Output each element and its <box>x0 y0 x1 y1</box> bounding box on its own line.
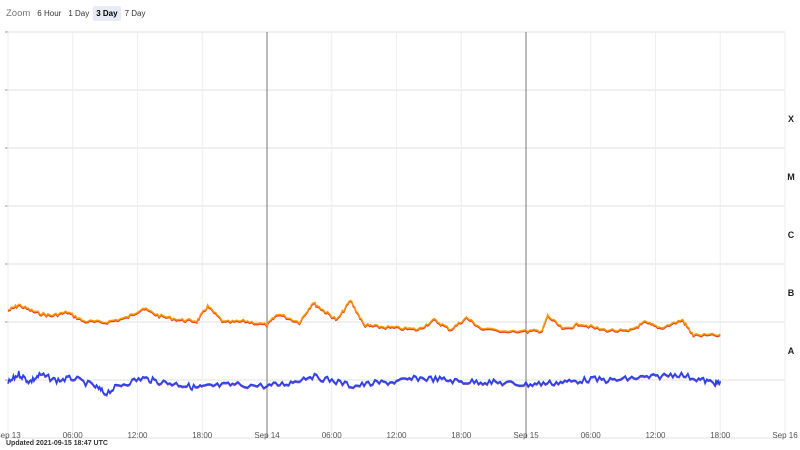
updated-timestamp: Updated 2021-09-15 18:47 UTC <box>6 440 108 447</box>
series-line-secondary <box>7 300 721 338</box>
flare-class-label: C <box>788 230 795 240</box>
series-line <box>7 370 721 396</box>
series-line <box>7 299 721 337</box>
x-tick-label: Sep 16 <box>772 431 798 440</box>
zoom-bar: Zoom 6 Hour 1 Day 3 Day 7 Day <box>6 4 149 22</box>
zoom-label: Zoom <box>6 7 31 19</box>
flare-class-label: A <box>788 346 795 356</box>
x-tick-label: 12:00 <box>386 431 407 440</box>
zoom-6-hour-button[interactable]: 6 Hour <box>37 8 62 18</box>
x-tick-label: Sep 14 <box>254 431 280 440</box>
x-tick-label: 06:00 <box>322 431 343 440</box>
zoom-3-day-button[interactable]: 3 Day <box>93 5 121 21</box>
x-tick-label: 06:00 <box>63 431 84 440</box>
zoom-7-day-button[interactable]: 7 Day <box>124 8 146 18</box>
x-tick-label: Sep 13 <box>0 431 21 440</box>
flare-class-label: M <box>787 172 795 182</box>
x-tick-label: Sep 15 <box>513 431 539 440</box>
flare-class-label: B <box>788 288 795 298</box>
zoom-1-day-button[interactable]: 1 Day <box>68 8 90 18</box>
x-tick-label: 18:00 <box>451 431 472 440</box>
x-tick-label: 18:00 <box>192 431 213 440</box>
flare-class-label: X <box>788 114 794 124</box>
x-tick-label: 18:00 <box>710 431 731 440</box>
x-tick-label: 12:00 <box>645 431 666 440</box>
x-tick-label: 12:00 <box>127 431 148 440</box>
x-tick-label: 06:00 <box>581 431 602 440</box>
